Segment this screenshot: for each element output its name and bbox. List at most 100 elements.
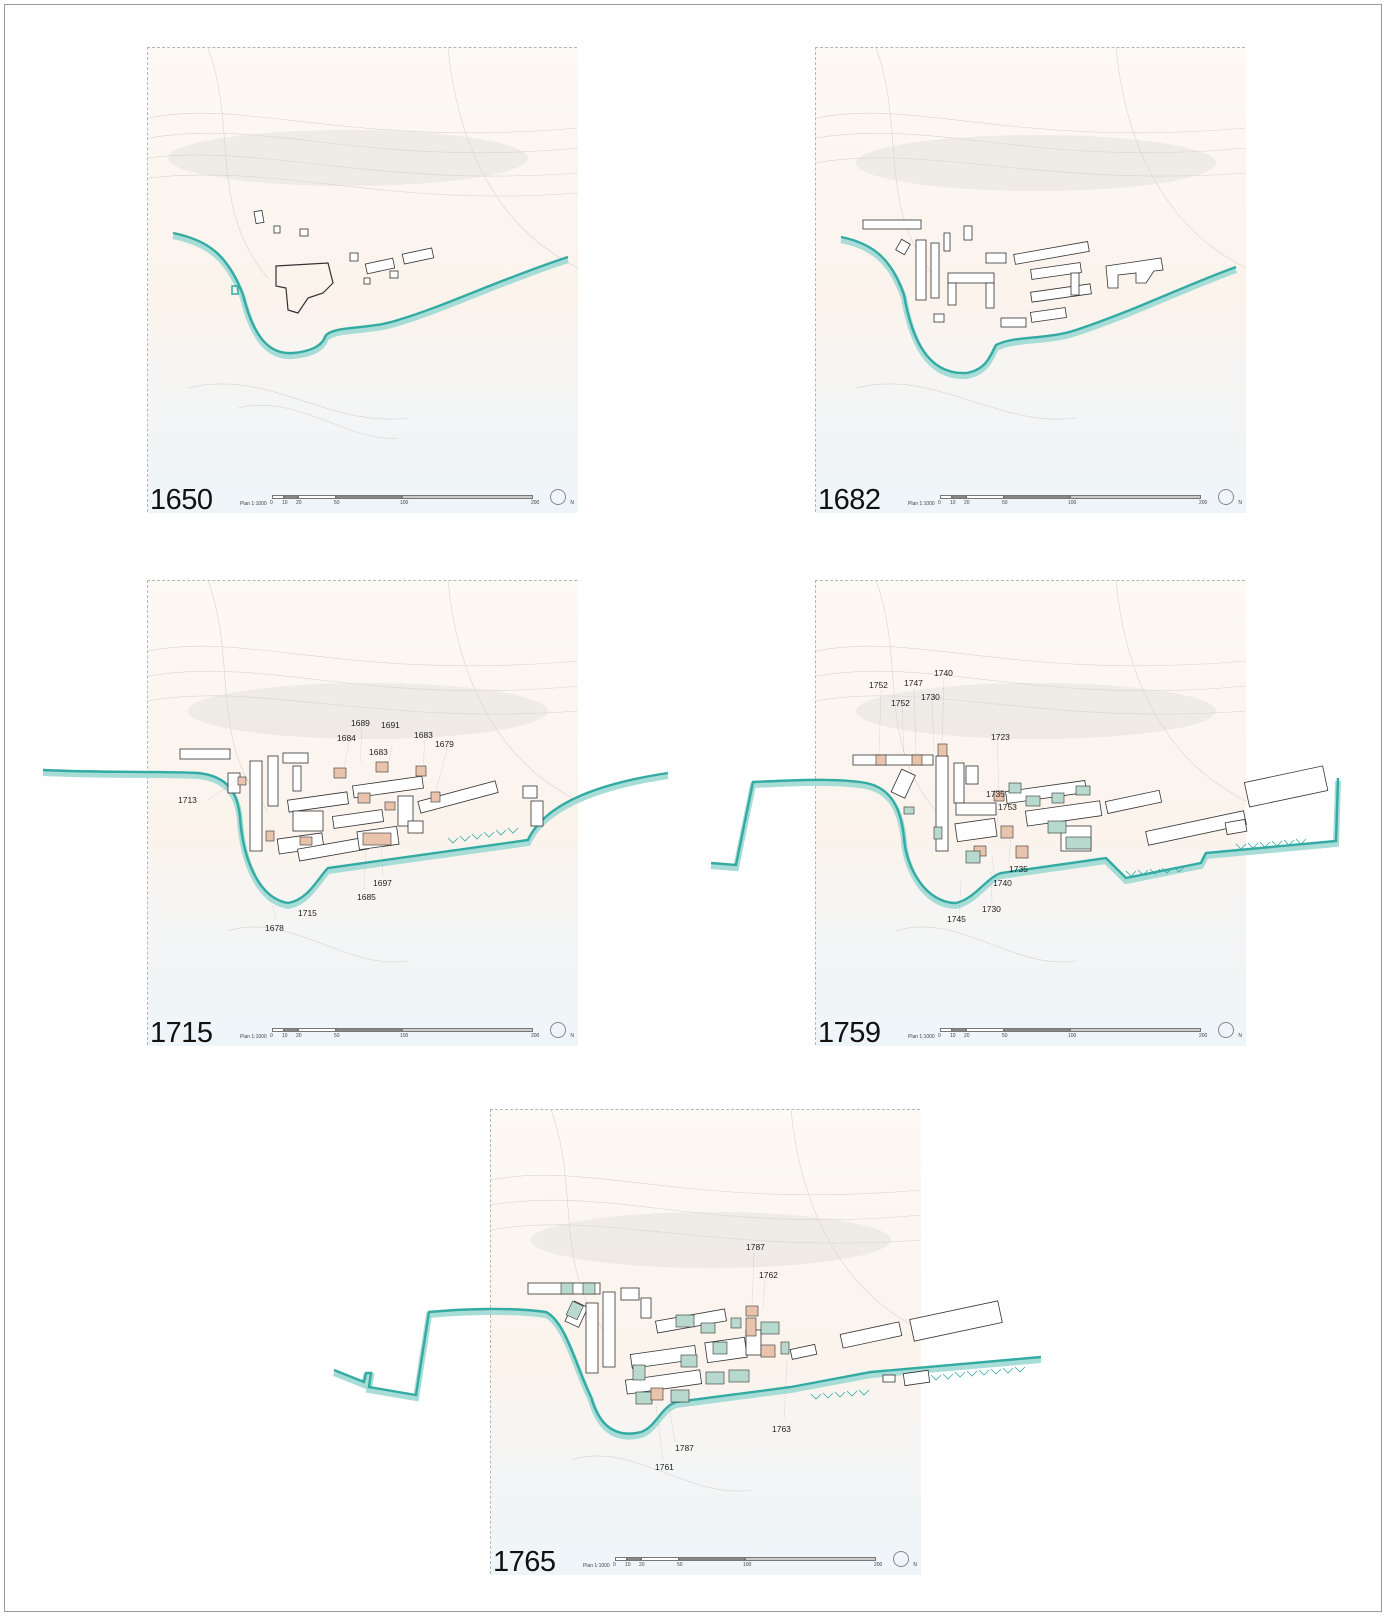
year-labels: 1689 1691 1684 1683 1683 1679 1713 1697 … xyxy=(178,718,454,933)
scale-tick-label: 100 xyxy=(1068,500,1077,506)
label-1684: 1684 xyxy=(337,733,356,743)
north-arrow-icon xyxy=(550,489,566,505)
scale-tick-label: 0 xyxy=(938,1033,941,1039)
map-year: 1650 xyxy=(150,484,213,516)
label-1735: 1735 xyxy=(1009,864,1028,874)
scale-tick-label: 50 xyxy=(334,500,340,506)
scale-segment xyxy=(940,1028,952,1032)
label-1763: 1763 xyxy=(772,1424,791,1434)
new-buildings xyxy=(237,761,441,846)
label-1697: 1697 xyxy=(373,878,392,888)
scale-segment xyxy=(272,495,284,499)
scale-segment xyxy=(284,495,298,499)
scale-tick-label: 10 xyxy=(625,1562,631,1568)
north-label: N xyxy=(913,1562,917,1568)
scale-segment xyxy=(679,1557,745,1561)
map-panel-1682: 1682 Plan 1:1000 0 10 20 50 100 200 N xyxy=(815,47,1247,516)
label-1683: 1683 xyxy=(369,747,388,757)
buildings xyxy=(253,209,435,314)
scale-segment xyxy=(745,1557,876,1561)
label-1740: 1740 xyxy=(993,878,1012,888)
scale-segment xyxy=(952,1028,966,1032)
scale-tick-label: 0 xyxy=(270,1033,273,1039)
north-label: N xyxy=(570,1033,574,1039)
scale-tick-label: 100 xyxy=(400,1033,409,1039)
scale-segment xyxy=(1070,1028,1201,1032)
scale-tick-label: 20 xyxy=(296,1033,302,1039)
label-1713: 1713 xyxy=(178,795,197,805)
label-1683: 1683 xyxy=(414,730,433,740)
scale-tick-label: 10 xyxy=(950,500,956,506)
scale-tick-label: 0 xyxy=(938,500,941,506)
label-1745: 1745 xyxy=(947,914,966,924)
map-1715-drawing: 1689 1691 1684 1683 1683 1679 1713 1697 … xyxy=(42,580,669,1046)
label-1689: 1689 xyxy=(351,718,370,728)
scale-bar: Plan 1:1000 0 10 20 50 100 200 xyxy=(240,1022,560,1040)
scale-title: Plan 1:1000 xyxy=(240,501,267,507)
label-1787: 1787 xyxy=(675,1443,694,1453)
scale-segment xyxy=(336,1028,402,1032)
map-1765-drawing: 1787 1762 1763 1787 1761 xyxy=(332,1109,1042,1575)
scale-tick-label: 200 xyxy=(874,1562,883,1568)
scale-bar: Plan 1:1000 0 10 20 50 100 200 xyxy=(908,1022,1228,1040)
scale-tick-label: 0 xyxy=(270,500,273,506)
scale-bar: Plan 1:1000 0 10 20 50 100 200 xyxy=(240,489,560,507)
scale-tick-label: 50 xyxy=(1002,500,1008,506)
map-1759-drawing: 1740 1752 1747 1752 1730 1723 1735 1753 … xyxy=(710,580,1341,1046)
fortress xyxy=(275,262,334,314)
scale-segment xyxy=(298,495,336,499)
label-1752: 1752 xyxy=(869,680,888,690)
map-year: 1682 xyxy=(818,484,881,516)
label-1715: 1715 xyxy=(298,908,317,918)
map-1682-drawing xyxy=(815,47,1247,513)
quay-triangles xyxy=(447,827,519,844)
label-1679: 1679 xyxy=(435,739,454,749)
scale-tick-label: 200 xyxy=(1199,1033,1208,1039)
scale-tick-label: 20 xyxy=(964,1033,970,1039)
label-1787: 1787 xyxy=(746,1242,765,1252)
label-1753: 1753 xyxy=(998,802,1017,812)
scale-tick-label: 10 xyxy=(282,500,288,506)
map-panel-1759: 1740 1752 1747 1752 1730 1723 1735 1753 … xyxy=(710,580,1341,1049)
scale-title: Plan 1:1000 xyxy=(908,1034,935,1040)
scale-bar: Plan 1:1000 0 10 20 50 100 200 xyxy=(583,1551,903,1569)
label-1740: 1740 xyxy=(934,668,953,678)
scale-tick-label: 50 xyxy=(334,1033,340,1039)
scale-segment xyxy=(1004,1028,1070,1032)
scale-tick-label: 50 xyxy=(677,1562,683,1568)
scale-tick-label: 10 xyxy=(950,1033,956,1039)
buildings xyxy=(862,219,1164,328)
scale-tick-label: 50 xyxy=(1002,1033,1008,1039)
scale-title: Plan 1:1000 xyxy=(583,1563,610,1569)
scale-segment xyxy=(1070,495,1201,499)
map-1650-drawing xyxy=(147,47,579,513)
jetty xyxy=(231,285,239,295)
scale-segment xyxy=(615,1557,627,1561)
older-buildings xyxy=(903,782,1092,864)
north-arrow-icon xyxy=(1218,489,1234,505)
north-arrow-icon xyxy=(893,1551,909,1567)
scale-segment xyxy=(966,495,1004,499)
scale-tick-label: 200 xyxy=(531,1033,540,1039)
label-1761: 1761 xyxy=(655,1462,674,1472)
leader-lines xyxy=(207,727,449,920)
scale-tick-label: 100 xyxy=(400,500,409,506)
label-1678: 1678 xyxy=(265,923,284,933)
scale-segment xyxy=(402,495,533,499)
year-labels: 1740 1752 1747 1752 1730 1723 1735 1753 … xyxy=(869,668,1028,924)
north-label: N xyxy=(570,500,574,506)
map-panel-1715: 1689 1691 1684 1683 1683 1679 1713 1697 … xyxy=(42,580,669,1049)
scale-tick-label: 100 xyxy=(743,1562,752,1568)
coastline-shadow xyxy=(172,233,569,360)
scale-tick-label: 20 xyxy=(296,500,302,506)
north-label: N xyxy=(1238,500,1242,506)
label-1723: 1723 xyxy=(991,732,1010,742)
map-year: 1715 xyxy=(150,1017,213,1049)
map-panel-1765: 1787 1762 1763 1787 1761 1765 Plan 1:100… xyxy=(332,1109,1042,1578)
scale-title: Plan 1:1000 xyxy=(240,1034,267,1040)
label-1730: 1730 xyxy=(921,692,940,702)
ridge-shading xyxy=(168,130,528,186)
contour-lines xyxy=(147,47,579,439)
north-label: N xyxy=(1238,1033,1242,1039)
scale-segment xyxy=(1004,495,1070,499)
